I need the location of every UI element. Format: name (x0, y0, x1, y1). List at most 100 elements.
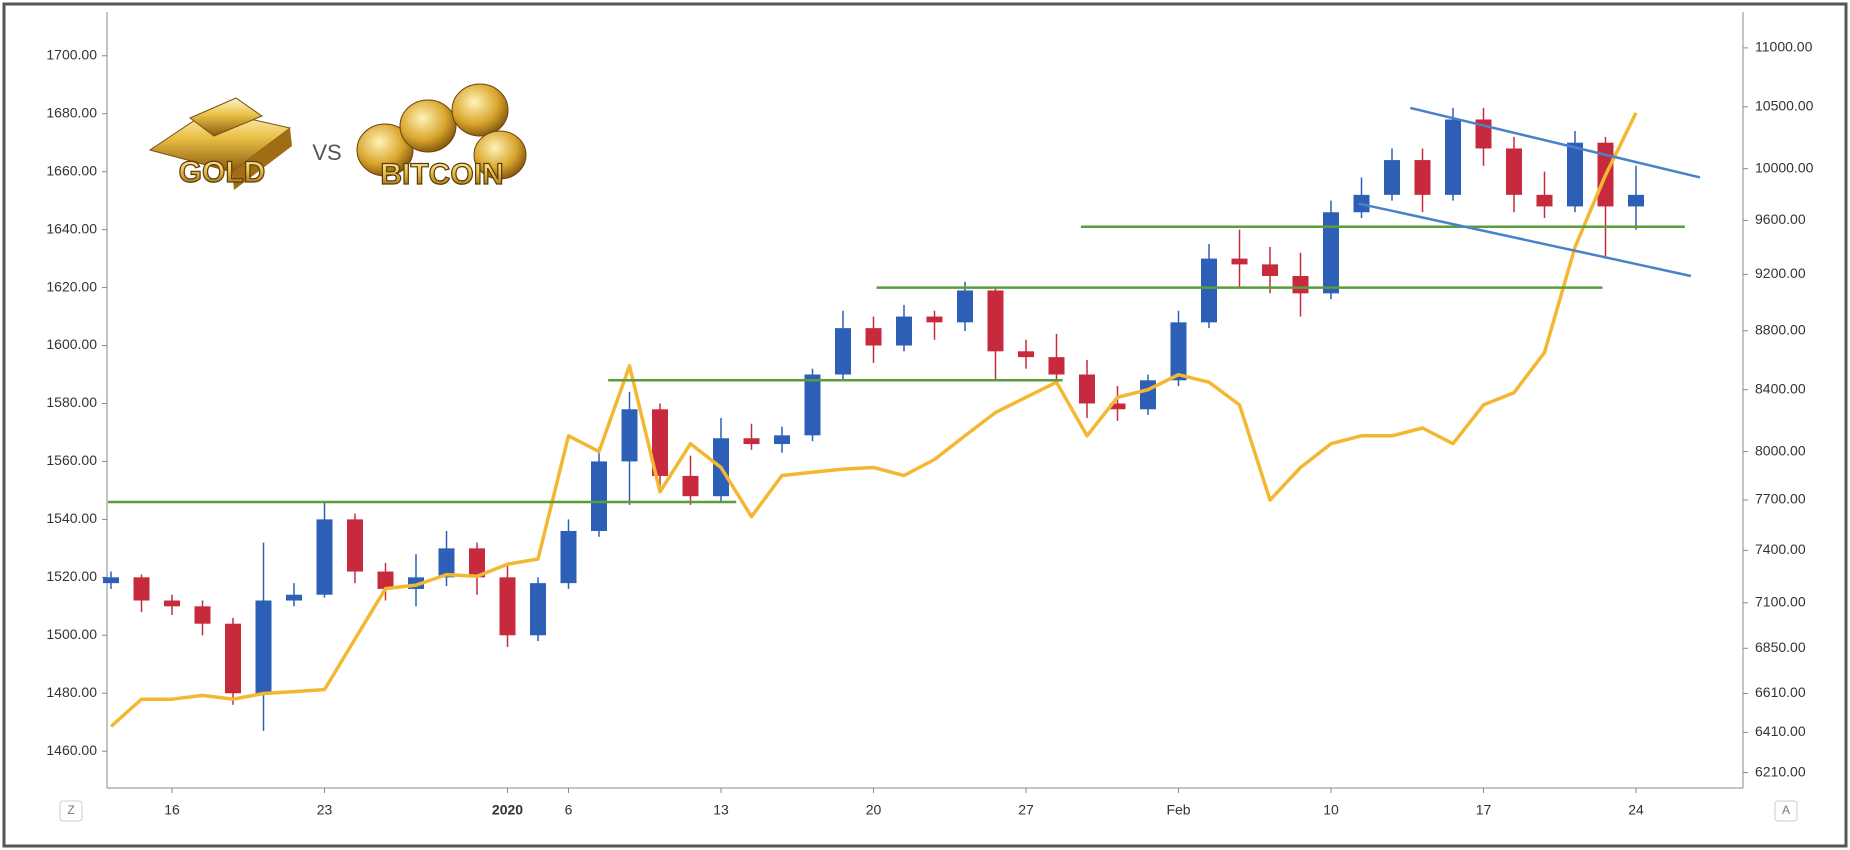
y2-tick-label: 9200.00 (1755, 265, 1806, 281)
y-tick-label: 1460.00 (46, 742, 97, 758)
candle-body (987, 290, 1004, 352)
candle-body (621, 409, 638, 462)
axis-button[interactable] (1774, 800, 1798, 822)
logo-text: VS (312, 140, 341, 165)
y-tick-label: 1600.00 (46, 336, 97, 352)
x-tick-label: Feb (1166, 802, 1190, 818)
candle-body (896, 316, 912, 346)
coin (451, 83, 509, 137)
candle-body (286, 594, 302, 601)
y2-tick-label: 9600.00 (1755, 211, 1806, 227)
candle-body (1567, 142, 1583, 207)
candle-body (957, 290, 973, 323)
y2-tick-label: 8000.00 (1755, 442, 1806, 458)
candle-body (1231, 258, 1248, 265)
coin (473, 130, 527, 180)
candle-body (1323, 212, 1339, 294)
x-tick-label: 24 (1628, 802, 1644, 818)
x-tick-label: 20 (866, 802, 882, 818)
y2-tick-label: 7400.00 (1755, 541, 1806, 557)
gold-bar (189, 97, 264, 137)
axis-button[interactable] (59, 800, 83, 822)
candle-body (1079, 374, 1095, 404)
channel-line (1410, 106, 1701, 179)
candle-body (1018, 351, 1034, 358)
y-tick-label: 1620.00 (46, 278, 97, 294)
y2-tick-label: 6850.00 (1755, 639, 1806, 655)
y2-tick-label: 10500.00 (1755, 98, 1814, 114)
candle-body (1292, 275, 1309, 294)
x-tick-label: 6 (565, 802, 573, 818)
logo-text: BITCOIN (380, 158, 503, 191)
y-tick-label: 1540.00 (46, 510, 97, 526)
y2-tick-label: 7100.00 (1755, 594, 1806, 610)
candle-body (1536, 194, 1553, 207)
x-tick-label: 16 (164, 802, 180, 818)
x-tick-label: 27 (1018, 802, 1034, 818)
coin (356, 123, 414, 177)
candle-body (1048, 357, 1065, 375)
candle-body (835, 328, 851, 375)
candle-body (225, 623, 241, 694)
candle-body (560, 530, 577, 584)
candle-body (1140, 380, 1156, 410)
y2-tick-label: 6210.00 (1755, 763, 1806, 779)
y-tick-label: 1480.00 (46, 684, 97, 700)
candle-body (1109, 403, 1126, 410)
y-tick-label: 1520.00 (46, 568, 97, 584)
axis-button-label[interactable]: Z (67, 803, 74, 817)
x-tick-label: 10 (1323, 802, 1339, 818)
x-tick-label: 17 (1476, 802, 1492, 818)
y2-tick-label: 8400.00 (1755, 380, 1806, 396)
y-tick-label: 1580.00 (46, 394, 97, 410)
candle-body (133, 577, 150, 601)
y2-tick-label: 7700.00 (1755, 491, 1806, 507)
candle-body (1414, 160, 1431, 195)
x-tick-label: 23 (317, 802, 333, 818)
candle-body (255, 600, 272, 694)
y-tick-label: 1640.00 (46, 220, 97, 236)
candle-body (1170, 322, 1187, 381)
logo-text: GOLD (179, 156, 266, 189)
candle-body (103, 577, 119, 584)
y2-tick-label: 10000.00 (1755, 159, 1814, 175)
candle-body (652, 409, 668, 476)
channel-line (1358, 202, 1692, 278)
candle-body (194, 606, 211, 624)
y2-tick-label: 6410.00 (1755, 723, 1806, 739)
candle-body (1445, 119, 1461, 195)
candle-body (408, 577, 424, 589)
candle-body (1506, 148, 1522, 195)
y-tick-label: 1560.00 (46, 452, 97, 468)
candle-body (1201, 258, 1217, 323)
candle-body (804, 374, 821, 436)
axis-button-label[interactable]: A (1782, 803, 1790, 817)
y-tick-label: 1700.00 (46, 46, 97, 62)
candle-body (591, 461, 607, 531)
y-tick-label: 1680.00 (46, 104, 97, 120)
coin (399, 99, 457, 153)
candle-body (682, 475, 699, 497)
candle-body (164, 600, 180, 607)
candle-body (347, 519, 363, 572)
candle-body (316, 519, 333, 595)
logo: GOLD VS BITCOIN (148, 83, 527, 192)
candle-body (530, 583, 546, 636)
candle-body (377, 571, 394, 589)
y2-tick-label: 11000.00 (1755, 39, 1813, 55)
y2-tick-label: 6610.00 (1755, 684, 1806, 700)
price-line (109, 112, 1638, 728)
candle-body (469, 548, 485, 578)
candle-body (1262, 264, 1278, 276)
candle-body (743, 438, 760, 445)
y-tick-label: 1660.00 (46, 162, 97, 178)
candle-body (774, 435, 790, 445)
candle-body (438, 548, 455, 578)
candle-body (926, 316, 943, 323)
x-tick-label: 2020 (492, 802, 523, 818)
candle-body (1628, 194, 1644, 207)
candle-body (1384, 160, 1400, 195)
